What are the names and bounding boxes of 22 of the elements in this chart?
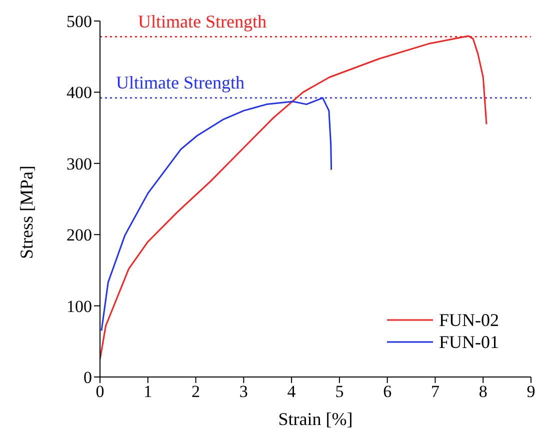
legend-label: FUN-01	[438, 332, 499, 352]
y-tick-label: 200	[66, 226, 92, 245]
y-tick-label: 0	[84, 368, 92, 388]
x-tick-label: 4	[287, 382, 296, 402]
x-tick-label: 2	[192, 382, 200, 402]
ref-line-label: Ultimate Strength	[116, 72, 244, 93]
x-tick-label: 7	[430, 382, 440, 402]
x-tick-label: 5	[335, 382, 344, 402]
y-tick-label: 300	[66, 154, 92, 174]
x-axis-title: Strain [%]	[278, 409, 353, 429]
x-tick-label: 1	[144, 382, 152, 402]
x-tick-label: 3	[239, 382, 248, 402]
ref-line-label: Ultimate Strength	[138, 11, 266, 32]
x-tick-label: 6	[383, 382, 392, 402]
x-tick-label: 0	[96, 382, 104, 402]
y-axis-title: Stress [MPa]	[16, 166, 36, 259]
y-tick-label: 400	[66, 83, 92, 102]
y-tick-label: 100	[66, 296, 92, 316]
x-tick-label: 9	[526, 382, 536, 402]
legend-label: FUN-02	[438, 310, 499, 330]
y-tick-label: 500	[66, 12, 92, 32]
x-tick-label: 8	[478, 382, 488, 402]
